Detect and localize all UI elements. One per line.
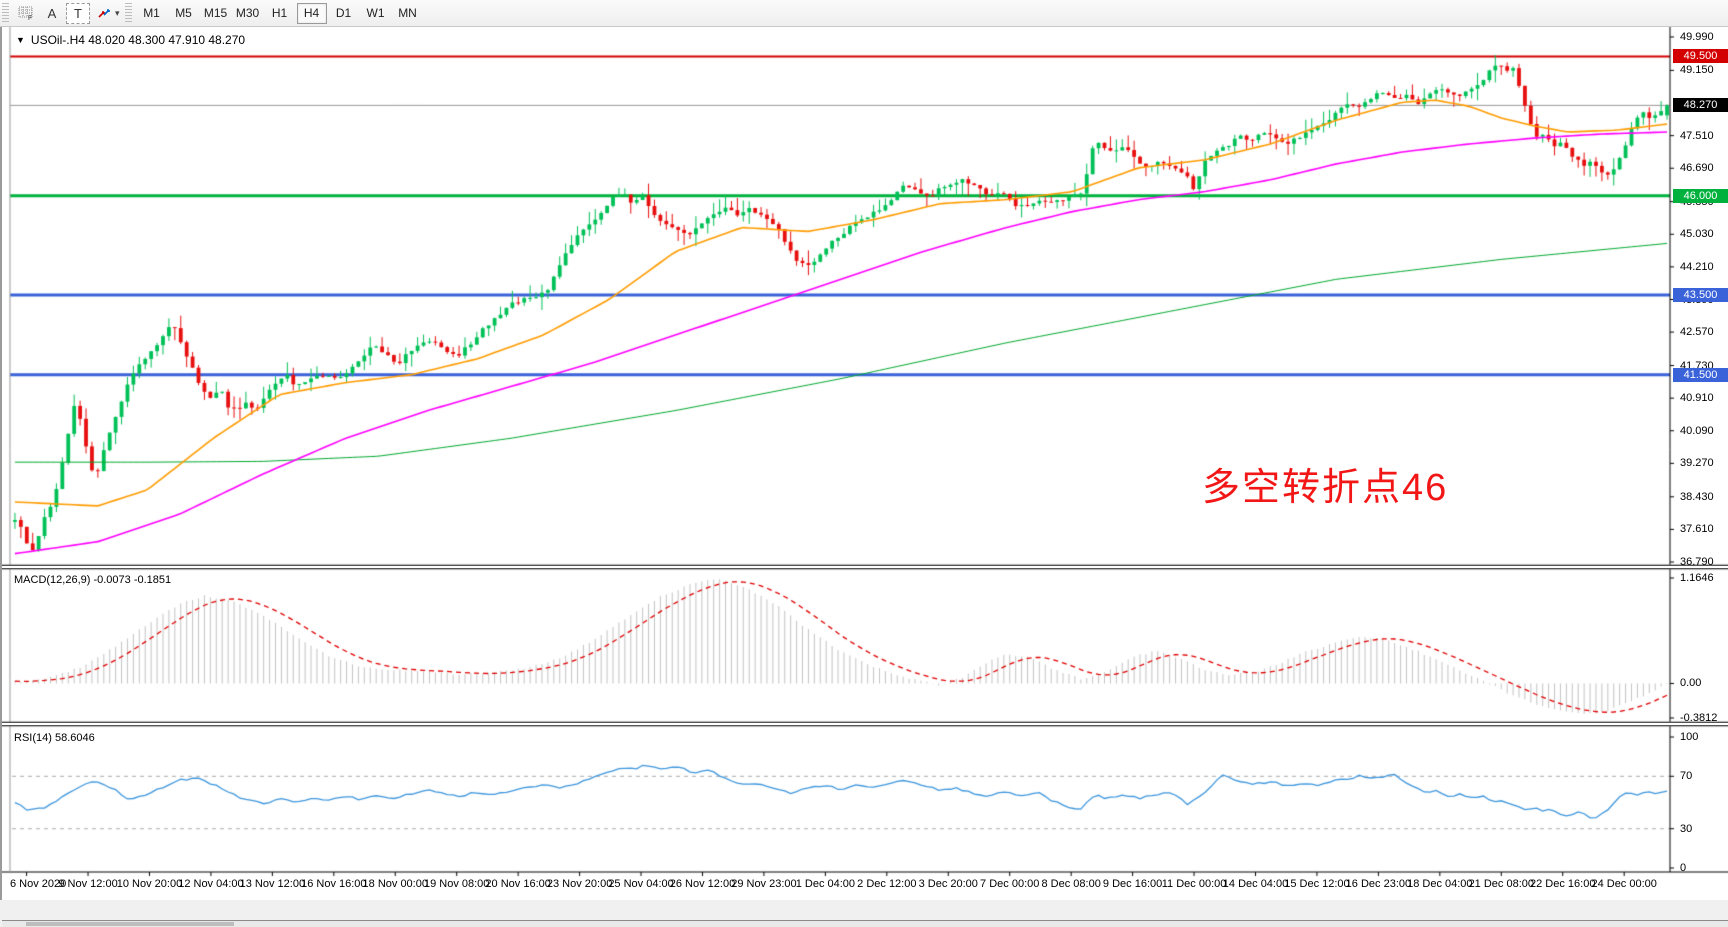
rsi-tick-label: 30 [1680,822,1693,835]
date-tick-label: 8 Dec 08:00 [1041,878,1101,890]
rsi-tick-label: 0 [1680,862,1687,874]
price-level-badge: 41.500 [1673,367,1728,382]
price-tick-label: 36.790 [1680,556,1714,569]
symbol-dropdown-icon[interactable]: ▼ [16,35,25,45]
price-tick-label: 47.510 [1680,129,1714,142]
date-tick-label: 25 Nov 04:00 [608,878,674,890]
horizontal-scrollbar-thumb[interactable] [26,922,234,926]
macd-tick-label: -0.3812 [1680,711,1718,724]
price-tick-label: 46.690 [1680,162,1714,175]
price-level-badge: 43.500 [1673,288,1728,303]
date-tick-label: 7 Dec 00:00 [980,878,1040,890]
text-label-tool-button[interactable]: A [47,5,57,21]
pane-divider-macd[interactable] [2,565,1728,569]
date-tick-label: 20 Nov 16:00 [485,878,551,890]
chart-title: ▼ USOil-.H4 48.020 48.300 47.910 48.270 [16,33,245,47]
macd-indicator-label: MACD(12,26,9) -0.0073 -0.1851 [14,574,172,586]
price-tick-label: 40.090 [1680,424,1714,437]
horizontal-scrollbar[interactable] [2,920,1728,927]
price-level-badge: 49.500 [1673,49,1728,64]
rsi-indicator-label: RSI(14) 58.6046 [14,732,95,744]
date-tick-label: 9 Dec 16:00 [1102,878,1163,890]
toolbar: F A T ▾ M1 M5 M15 M30 H1 H4 D1 W1 MN [0,0,1728,27]
toolbar-grip[interactable] [2,2,9,24]
timeframe-M30[interactable]: M30 [235,6,260,20]
price-tick-label: 44.210 [1680,260,1714,273]
date-tick-label: 11 Dec 00:00 [1161,878,1227,890]
date-tick-label: 3 Dec 20:00 [918,878,978,890]
price-tick-label: 37.610 [1680,523,1714,536]
price-tick-label: 49.990 [1680,30,1714,43]
timeframe-M1[interactable]: M1 [143,6,160,20]
arrow-styles-button[interactable] [92,3,116,24]
timeframe-M5[interactable]: M5 [175,6,192,20]
rsi-tick-label: 70 [1680,770,1693,783]
macd-tick-label: 1.1646 [1680,572,1714,584]
date-tick-label: 9 Nov 12:00 [58,878,118,890]
date-tick-label: 26 Nov 12:00 [669,878,736,890]
date-tick-label: 18 Nov 00:00 [362,878,428,890]
arrows-icon [98,9,110,18]
price-tick-label: 45.030 [1680,228,1714,241]
rsi-tick-label: 100 [1680,731,1699,743]
template-grid-icon[interactable]: F [14,3,38,24]
date-tick-label: 19 Nov 08:00 [423,878,490,890]
pane-divider-rsi[interactable] [2,722,1728,726]
price-level-badge: 46.000 [1673,188,1728,203]
price-chart-canvas[interactable] [2,27,1728,900]
date-tick-label: 18 Dec 04:00 [1407,878,1473,890]
timeframe-D1[interactable]: D1 [335,6,352,20]
date-tick-label: 15 Dec 12:00 [1284,878,1350,890]
date-tick-label: 12 Nov 04:00 [178,878,244,890]
date-tick-label: 22 Dec 16:00 [1530,878,1596,890]
price-tick-label: 39.270 [1680,457,1714,470]
chart-annotation-text[interactable]: 多空转折点46 [1202,467,1449,509]
date-tick-label: 23 Nov 20:00 [546,878,613,890]
timeframe-M15[interactable]: M15 [203,6,228,20]
macd-tick-label: 0.00 [1680,677,1702,690]
date-tick-label: 16 Nov 16:00 [301,878,367,890]
date-tick-label: 6 Nov 2020 [10,878,67,890]
price-tick-label: 42.570 [1680,326,1714,339]
chart-title-text: USOil-.H4 48.020 48.300 47.910 48.270 [30,33,246,47]
date-tick-label: 16 Dec 23:00 [1345,878,1412,890]
text-tool-button[interactable]: T [66,2,90,24]
date-tick-label: 2 Dec 12:00 [857,878,917,890]
timeframe-W1[interactable]: W1 [366,6,385,20]
price-tick-label: 38.430 [1680,490,1714,503]
svg-text:F: F [28,15,32,20]
date-tick-label: 21 Dec 08:00 [1468,878,1534,890]
timeframe-H1[interactable]: H1 [271,6,288,20]
timeframe-toolbar-grip[interactable] [124,2,132,24]
current-price-badge: 48.270 [1673,98,1728,113]
chart-window: ▼ USOil-.H4 48.020 48.300 47.910 48.270 … [0,27,1728,927]
date-tick-label: 1 Dec 04:00 [795,878,856,890]
price-tick-label: 40.910 [1680,392,1714,405]
arrows-dropdown-caret[interactable]: ▾ [115,7,120,18]
date-tick-label: 14 Dec 04:00 [1222,878,1289,890]
grid-icon: F [18,6,33,20]
date-tick-label: 10 Nov 20:00 [116,878,183,890]
timeframe-group: M1 M5 M15 M30 H1 H4 D1 W1 MN [136,0,424,27]
date-tick-label: 13 Nov 12:00 [239,878,306,890]
price-tick-label: 49.150 [1680,64,1714,77]
timeframe-H4[interactable]: H4 [296,2,327,24]
timeframe-MN[interactable]: MN [398,6,417,20]
date-tick-label: 29 Nov 23:00 [731,878,797,890]
date-tick-label: 24 Dec 00:00 [1591,878,1657,890]
